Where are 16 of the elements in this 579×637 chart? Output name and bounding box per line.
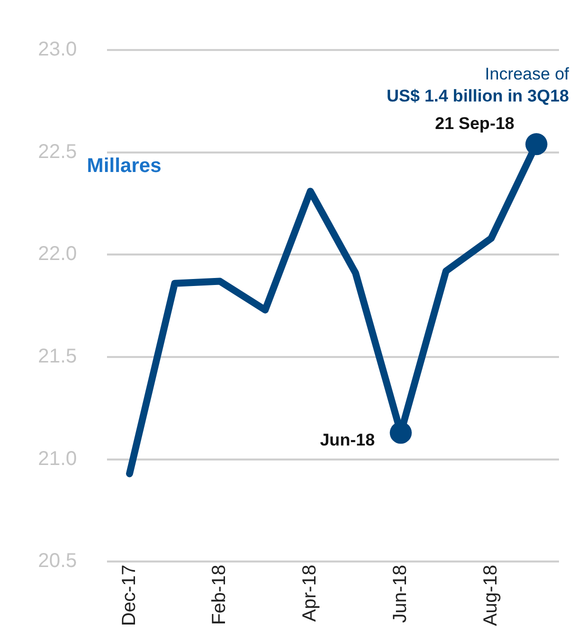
y-tick-label: 21.5 — [38, 346, 77, 368]
y-tick-label: 22.5 — [38, 140, 77, 163]
x-tick-label: Apr-18 — [300, 564, 321, 622]
y-tick-label: 22.0 — [38, 243, 77, 266]
y-tick-label: 21.0 — [38, 448, 77, 470]
annotation: 21 Sep-18 — [435, 114, 514, 133]
x-tick-label: Dec-17 — [118, 564, 140, 626]
annotation: Jun-18 — [320, 430, 375, 450]
annotation: Millares — [86, 154, 162, 177]
x-tick-label: Feb-18 — [209, 564, 230, 625]
x-tick-label: Jun-18 — [390, 564, 412, 623]
annotation: US$ 1.4 billion in 3Q18 — [386, 86, 569, 106]
x-tick-label: Aug-18 — [480, 564, 502, 626]
y-tick-label: 20.5 — [38, 550, 77, 572]
y-tick-label: 23.0 — [38, 38, 77, 61]
annotation: Increase of — [484, 64, 570, 84]
